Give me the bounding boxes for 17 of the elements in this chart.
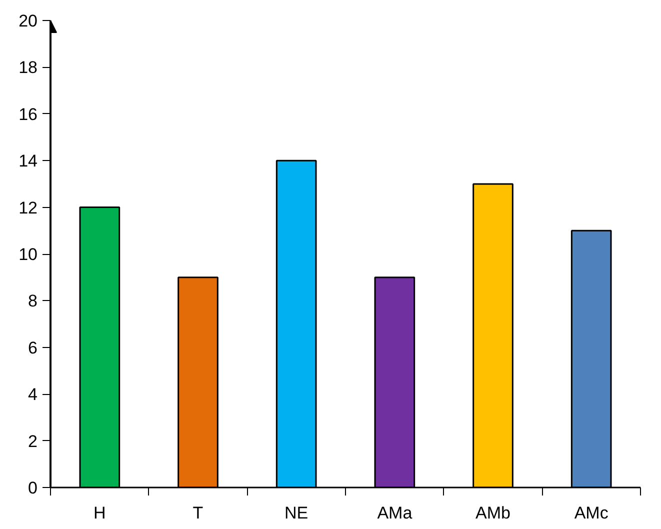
y-tick-label: 20 <box>18 12 38 30</box>
y-tick-label: 0 <box>28 478 38 498</box>
x-tick-label: AMb <box>476 504 510 522</box>
y-tick-label: 8 <box>28 292 38 311</box>
y-tick-label: 16 <box>18 104 38 124</box>
y-tick-label: 2 <box>28 432 38 451</box>
x-tick-label: T <box>192 504 204 522</box>
y-tick-label: 14 <box>18 152 38 171</box>
y-tick-label: 12 <box>18 198 38 218</box>
y-tick-label: 10 <box>18 245 38 264</box>
x-tick-label: NE <box>284 504 308 522</box>
y-tick-label: 6 <box>28 338 38 358</box>
y-tick-label: 4 <box>28 385 38 404</box>
y-tick-label: 18 <box>18 58 38 78</box>
x-tick-label: AMa <box>377 504 413 522</box>
x-tick-label: AMc <box>574 504 609 522</box>
x-tick-label: H <box>94 504 106 522</box>
